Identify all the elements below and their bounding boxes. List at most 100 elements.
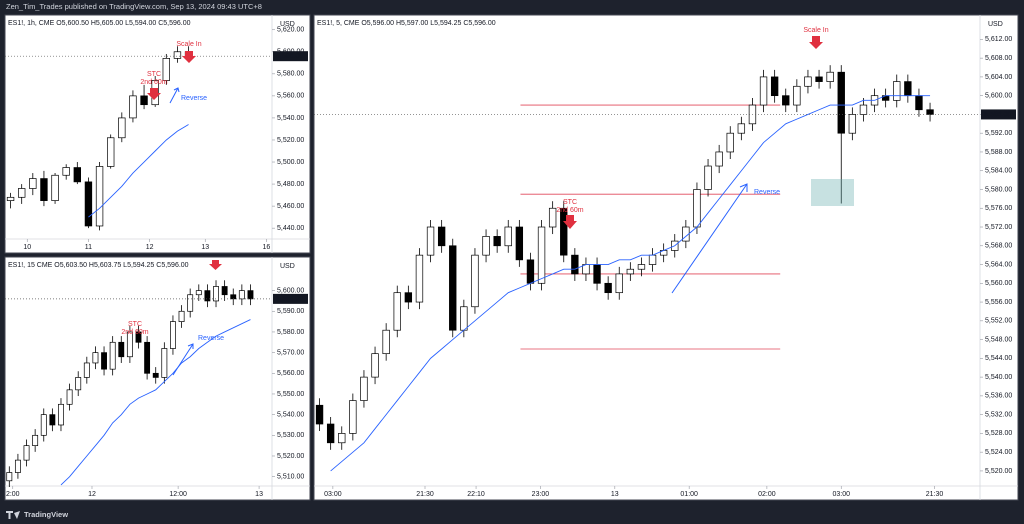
x-tick-label: 12:00 xyxy=(169,491,187,498)
y-tick-label: 5,540.00 xyxy=(277,411,304,418)
last-price-label: 5,596.00 xyxy=(984,111,1011,118)
candle-body xyxy=(371,353,379,378)
moving-average xyxy=(60,319,251,486)
candle-body xyxy=(187,294,194,312)
y-tick-label: 5,588.00 xyxy=(985,149,1012,156)
arrow xyxy=(209,260,222,270)
candle-body xyxy=(221,286,228,296)
y-tick-label: 5,548.00 xyxy=(985,336,1012,343)
x-tick-label: 13 xyxy=(611,491,619,498)
candle-body xyxy=(404,292,413,303)
annotation: Scale In xyxy=(803,27,828,34)
candle-body xyxy=(793,85,801,106)
candle-body xyxy=(704,165,712,190)
candle-body xyxy=(40,414,47,436)
y-tick-label: 5,540.00 xyxy=(277,115,304,122)
candle-body xyxy=(360,376,368,401)
candle-body xyxy=(715,151,723,167)
candle-body xyxy=(560,207,568,256)
candle-body xyxy=(382,329,390,355)
arrow xyxy=(182,51,196,63)
y-tick-label: 5,612.00 xyxy=(985,36,1012,43)
candle-body xyxy=(230,294,237,300)
x-tick-label: 13 xyxy=(255,491,263,498)
candle-body xyxy=(593,264,601,284)
currency-label: USD xyxy=(280,21,295,28)
y-tick-label: 5,540.00 xyxy=(985,374,1012,381)
x-tick-label: 21:30 xyxy=(926,491,944,498)
candle-body xyxy=(537,226,546,284)
candle-body xyxy=(129,95,137,119)
x-tick-label: 11 xyxy=(85,244,92,251)
chart-1h: ES1!, 1h, CME O5,600.50 H5,605.00 L5,594… xyxy=(5,15,310,253)
candle-body xyxy=(161,348,168,378)
y-tick-label: 5,580.00 xyxy=(985,186,1012,193)
arrow xyxy=(563,215,577,229)
y-tick-label: 5,592.00 xyxy=(985,130,1012,137)
candle-body xyxy=(101,352,107,370)
candle-body xyxy=(893,81,901,101)
candle-body xyxy=(247,290,254,300)
candle-body xyxy=(770,76,779,97)
annotation: 2nd 60m xyxy=(121,329,148,336)
arrow xyxy=(169,87,180,104)
candle-body xyxy=(18,188,26,198)
annotation: STC xyxy=(147,71,161,78)
x-tick-label: 21:30 xyxy=(416,491,434,498)
candle-body xyxy=(29,178,37,189)
x-tick-label: 12 xyxy=(146,244,154,251)
y-tick-label: 5,608.00 xyxy=(985,55,1012,62)
candle-body xyxy=(75,377,82,391)
candle-body xyxy=(140,95,148,106)
footer-brand: TradingView xyxy=(24,510,68,519)
candle-body xyxy=(437,226,446,247)
y-tick-label: 5,576.00 xyxy=(985,205,1012,212)
candle-body xyxy=(6,472,13,482)
candle-body xyxy=(837,71,845,134)
currency-label: USD xyxy=(280,263,295,270)
y-tick-label: 5,532.00 xyxy=(985,411,1012,418)
annotation: STC xyxy=(128,321,142,328)
candle-body xyxy=(92,352,99,364)
candle-body xyxy=(62,167,70,176)
candle-body xyxy=(737,123,746,134)
candle-body xyxy=(782,95,790,106)
candle-body xyxy=(693,189,701,228)
candle-body xyxy=(23,445,30,461)
candle-body xyxy=(848,114,857,134)
candle-body xyxy=(84,181,93,227)
chart-title: ES1!, 15 CME O5,603.50 H5,603.75 L5,594.… xyxy=(8,262,189,269)
candle-body xyxy=(135,331,142,343)
logo xyxy=(6,511,20,519)
candle-body xyxy=(349,400,357,434)
candle-body xyxy=(173,51,182,59)
candle-body xyxy=(73,167,81,183)
candle-body xyxy=(178,310,185,322)
highlight-box xyxy=(811,179,854,206)
panel xyxy=(4,14,311,254)
y-tick-label: 5,536.00 xyxy=(985,393,1012,400)
x-tick-label: 02:00 xyxy=(758,491,776,498)
x-tick-label: 03:00 xyxy=(832,491,850,498)
last-price-box xyxy=(273,293,308,304)
annotation: Reverse xyxy=(198,335,224,342)
y-tick-label: 5,560.00 xyxy=(277,93,304,100)
x-tick-label: 16 xyxy=(263,244,271,251)
y-tick-label: 5,544.00 xyxy=(985,355,1012,362)
moving-average xyxy=(88,124,189,218)
y-tick-label: 5,572.00 xyxy=(985,224,1012,231)
candle-body xyxy=(393,292,401,331)
y-tick-label: 5,440.00 xyxy=(277,225,304,232)
arrow xyxy=(671,183,748,294)
y-tick-label: 5,568.00 xyxy=(985,243,1012,250)
annotation: STC xyxy=(563,199,577,206)
panel xyxy=(4,256,311,501)
y-tick-label: 5,524.00 xyxy=(985,449,1012,456)
candle-body xyxy=(162,58,171,81)
candle-body xyxy=(815,76,823,82)
candle-body xyxy=(859,104,868,115)
candle-body xyxy=(152,372,159,378)
chart-5m: ES1!, 5, CME O5,596.00 H5,597.00 L5,594.… xyxy=(314,15,1018,500)
y-tick-label: 5,580.00 xyxy=(277,329,304,336)
